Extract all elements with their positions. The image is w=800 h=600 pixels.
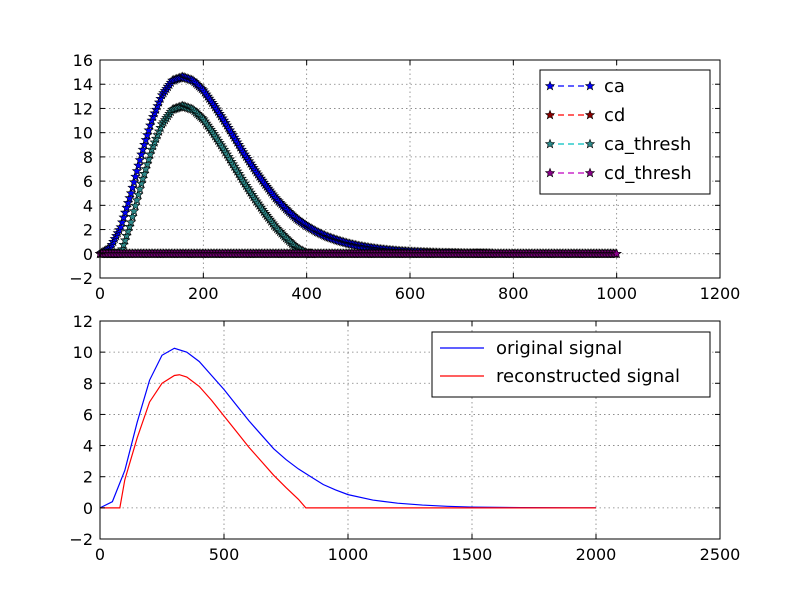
- legend-marker: [544, 80, 556, 91]
- legend-marker: [544, 138, 556, 149]
- y-tick-label: 4: [83, 196, 93, 215]
- x-tick-label: 0: [95, 284, 105, 303]
- y-tick-label: 0: [83, 245, 93, 264]
- y-tick-label: 2: [83, 468, 93, 487]
- legend-item: original signal: [440, 338, 622, 359]
- x-tick-label: 800: [498, 284, 529, 303]
- y-tick-label: 8: [83, 374, 93, 393]
- legend-marker: [584, 80, 596, 91]
- legend-label: cd_thresh: [604, 163, 692, 184]
- x-tick-label: 1200: [700, 284, 741, 303]
- series-ca-thresh: [94, 100, 317, 259]
- y-tick-label: 12: [73, 312, 93, 331]
- x-tick-label: 500: [209, 545, 240, 564]
- series-line: [100, 374, 596, 509]
- data-point: [131, 165, 143, 176]
- data-point: [130, 171, 141, 181]
- data-point: [127, 211, 138, 222]
- y-tick-label: 2: [83, 221, 93, 240]
- data-point: [128, 176, 140, 187]
- legend-label: ca_thresh: [604, 134, 691, 155]
- y-tick-label: 12: [73, 99, 93, 118]
- y-tick-label: −2: [69, 269, 93, 288]
- y-tick-label: 10: [73, 343, 93, 362]
- series-reconstructed-signal: [100, 374, 596, 509]
- series-original-signal: [99, 347, 597, 509]
- x-tick-label: 1000: [596, 284, 637, 303]
- data-point: [130, 200, 141, 211]
- x-tick-label: 200: [188, 284, 219, 303]
- legend-marker: [544, 167, 556, 178]
- top-subplot: 0 200 400 600 800 1000 1200−20246810121416cacd…: [69, 51, 740, 303]
- legend-label: original signal: [496, 338, 622, 359]
- data-point: [125, 216, 137, 227]
- legend-box: [431, 331, 711, 398]
- data-point: [131, 194, 143, 205]
- series-cd-thresh: [94, 248, 622, 259]
- axes-frame: [99, 320, 721, 540]
- y-tick-label: 6: [83, 172, 93, 191]
- legend-label: ca: [604, 76, 625, 97]
- bottom-subplot: 0 500 1000 1500 2000 2500−2024681012original …: [69, 312, 740, 564]
- legend-item: ca: [544, 76, 625, 97]
- legend-marker: [584, 138, 596, 149]
- legend: ca cd ca_thresh cd_thresh: [539, 69, 711, 195]
- legend-item: cd: [544, 105, 625, 126]
- x-tick-label: 400: [291, 284, 322, 303]
- legend: original signal reconstructed signal: [431, 331, 711, 398]
- legend-item: reconstructed signal: [440, 366, 680, 387]
- data-point: [134, 154, 146, 165]
- x-tick-label: 0: [95, 545, 105, 564]
- legend-marker: [584, 167, 596, 178]
- series-line: [99, 347, 597, 509]
- x-tick-label: 2500: [700, 545, 741, 564]
- data-point: [125, 187, 137, 198]
- y-tick-label: 8: [83, 148, 93, 167]
- y-tick-label: 14: [73, 75, 93, 94]
- legend-label: cd: [604, 105, 625, 126]
- data-point: [128, 205, 140, 216]
- legend-item: ca_thresh: [544, 134, 691, 155]
- x-tick-label: 1000: [328, 545, 369, 564]
- y-tick-label: 6: [83, 405, 93, 424]
- data-point: [133, 189, 144, 199]
- x-tick-label: 1500: [452, 545, 493, 564]
- y-tick-label: 4: [83, 437, 93, 456]
- y-tick-label: 16: [73, 51, 93, 70]
- data-point: [134, 183, 146, 194]
- y-tick-label: 0: [83, 499, 93, 518]
- data-point: [127, 182, 138, 193]
- legend-item: cd_thresh: [544, 163, 692, 184]
- legend-label: reconstructed signal: [496, 366, 680, 387]
- x-tick-label: 2000: [576, 545, 617, 564]
- x-tick-label: 600: [395, 284, 426, 303]
- legend-marker: [544, 109, 556, 120]
- legend-marker: [584, 109, 596, 120]
- y-tick-label: 10: [73, 124, 93, 143]
- data-point: [133, 160, 144, 170]
- y-tick-label: −2: [69, 530, 93, 549]
- data-point: [611, 248, 622, 259]
